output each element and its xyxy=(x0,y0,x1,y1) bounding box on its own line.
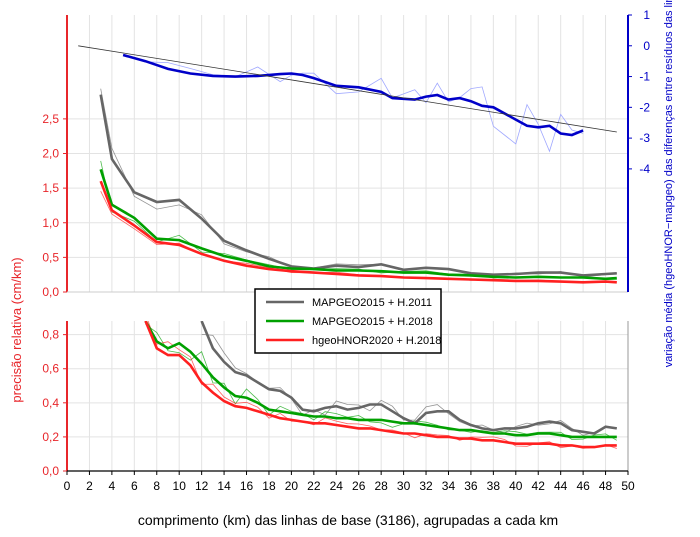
top-left-tick-label-2: 1,0 xyxy=(42,216,59,230)
x-tick-label-24: 24 xyxy=(330,479,344,493)
bottom-series xyxy=(144,321,617,449)
x-tick-label-40: 40 xyxy=(509,479,523,493)
bottom-y-tick-label-1: 0,2 xyxy=(42,430,59,444)
x-tick-label-26: 26 xyxy=(352,479,366,493)
top-thin-mapgeo2015-h-2011 xyxy=(100,88,617,278)
x-tick-label-44: 44 xyxy=(554,479,568,493)
top-right-tick-label-1: 0 xyxy=(643,39,650,53)
x-tick-label-28: 28 xyxy=(374,479,388,493)
bottom-y-tick-label-3: 0,6 xyxy=(42,362,59,376)
bottom-series-mapgeo2015-h-2011 xyxy=(200,321,617,435)
x-tick-label-10: 10 xyxy=(173,479,187,493)
legend-label-hgeohnor2020-h2018: hgeoHNOR2020 + H.2018 xyxy=(312,335,441,347)
x-tick-label-14: 14 xyxy=(217,479,231,493)
x-tick-label-46: 46 xyxy=(576,479,590,493)
bottom-y-tick-label-0: 0,0 xyxy=(42,464,59,478)
x-tick-label-32: 32 xyxy=(419,479,433,493)
top-grid xyxy=(67,15,629,293)
top-series xyxy=(78,45,617,284)
x-tick-label-2: 2 xyxy=(86,479,93,493)
x-tick-label-18: 18 xyxy=(262,479,276,493)
top-series-mapgeo2015-h-2011 xyxy=(99,94,617,277)
bottom-series-mapgeo2015-h-2018 xyxy=(144,321,617,439)
x-tick-label-34: 34 xyxy=(442,479,456,493)
top-left-tick-label-4: 2,0 xyxy=(42,147,59,161)
top-left-axis: 0,0 0,5 1,0 1,5 2,0 2,5 xyxy=(42,15,628,299)
legend: MAPGEO2015 + H.2011 MAPGEO2015 + H.2018 … xyxy=(254,288,442,354)
y-axis-label-left: precisão relativa (cm/km) xyxy=(9,257,24,402)
top-series-hgeohnor2020-h-2018 xyxy=(99,180,617,284)
bottom-y-tick-label-4: 0,8 xyxy=(42,328,59,342)
x-axis: 0 2 4 6 8 10 12 14 16 18 20 22 24 26 28 30 32 34 36 38 40 42 4… xyxy=(64,470,635,493)
top-right-tick-label-5: -4 xyxy=(639,162,650,176)
x-tick-label-0: 0 xyxy=(64,479,71,493)
top-right-tick-label-0: 1 xyxy=(643,8,650,22)
top-right-tick-label-4: -3 xyxy=(639,131,650,145)
x-axis-label: comprimento (km) das linhas de base (318… xyxy=(138,512,558,528)
top-left-tick-label-5: 2,5 xyxy=(42,112,59,126)
x-tick-label-4: 4 xyxy=(109,479,116,493)
top-panel: 0,0 0,5 1,0 1,5 2,0 2,5 1 0 -1 -2 -3 -4 xyxy=(42,8,650,299)
x-tick-label-22: 22 xyxy=(307,479,321,493)
legend-label-mapgeo2015-h2011: MAPGEO2015 + H.2011 xyxy=(312,297,432,309)
top-left-tick-label-0: 0,0 xyxy=(42,285,59,299)
top-thin-blue xyxy=(122,54,584,153)
x-tick-label-38: 38 xyxy=(487,479,501,493)
x-tick-label-48: 48 xyxy=(599,479,613,493)
x-tick-label-8: 8 xyxy=(153,479,160,493)
top-right-tick-label-2: -1 xyxy=(639,70,650,84)
legend-label-mapgeo2015-h2018: MAPGEO2015 + H.2018 xyxy=(312,316,433,328)
x-tick-label-12: 12 xyxy=(195,479,209,493)
top-series-blue xyxy=(122,53,584,137)
y-axis-label-right: variação média (hgeoHNOR−mapgeo) das dif… xyxy=(663,0,675,367)
bottom-series-hgeohnor2020-h-2018 xyxy=(144,321,617,449)
top-right-axis: 1 0 -1 -2 -3 -4 xyxy=(627,8,650,292)
bottom-y-tick-label-2: 0,4 xyxy=(42,396,59,410)
x-tick-label-6: 6 xyxy=(131,479,138,493)
bottom-y-axis: 0,0 0,2 0,4 0,6 0,8 xyxy=(42,321,629,478)
x-tick-label-36: 36 xyxy=(464,479,478,493)
x-tick-label-30: 30 xyxy=(397,479,411,493)
x-tick-label-42: 42 xyxy=(532,479,546,493)
x-tick-label-16: 16 xyxy=(240,479,254,493)
top-trend-line xyxy=(78,45,617,133)
x-tick-label-20: 20 xyxy=(285,479,299,493)
top-left-tick-label-1: 0,5 xyxy=(42,250,59,264)
top-right-tick-label-3: -2 xyxy=(639,100,650,114)
bottom-panel: 0,00,20,40,60,8 0 2 4 6 8 10 12 14 16 18 20 22 24 26 2… xyxy=(42,321,635,493)
x-tick-label-50: 50 xyxy=(621,479,635,493)
top-left-tick-label-3: 1,5 xyxy=(42,181,59,195)
top-series-mapgeo2015-h-2018 xyxy=(99,169,617,281)
